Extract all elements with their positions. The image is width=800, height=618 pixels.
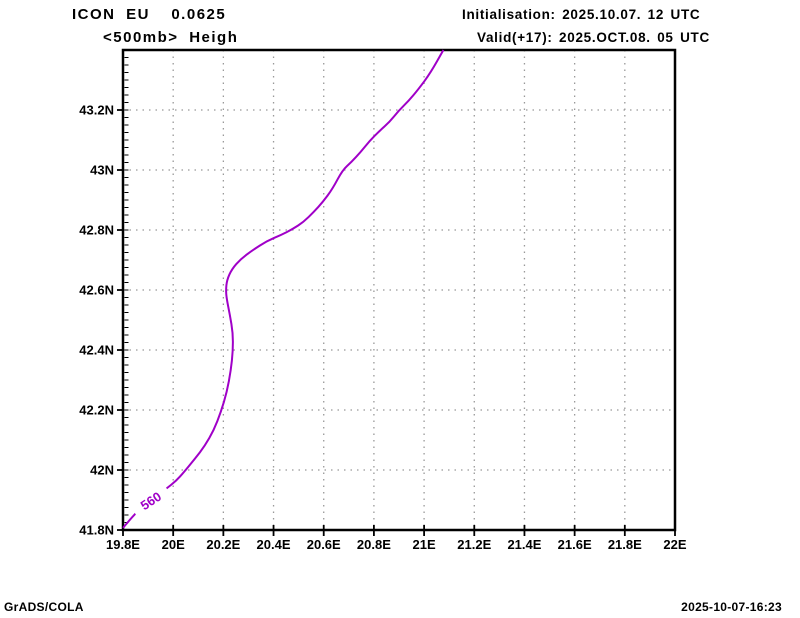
grid-lines [123,50,675,530]
y-tick-label: 41.8N [79,523,114,538]
initialisation-time: Initialisation: 2025.10.07. 12 UTC [462,7,701,22]
y-tick-label: 42.6N [79,283,114,298]
y-tick-label: 43.2N [79,103,114,118]
contour-value-label: 560 [129,482,172,519]
x-tick-label: 21E [413,537,436,552]
x-tick-label: 21.6E [558,537,592,552]
creation-timestamp: 2025-10-07-16:23 [681,600,782,614]
major-ticks [117,109,676,536]
x-tick-label: 21.2E [457,537,491,552]
tick-labels: 19.8E 20E 20.2E 20.4E 20.6E 20.8E 21E 21.2E 21.4… [79,103,687,553]
x-tick-label: 22E [663,537,686,552]
y-minor-ticks [124,57,129,523]
y-tick-label: 42.2N [79,403,114,418]
x-tick-label: 20.8E [357,537,391,552]
x-tick-label: 20.4E [257,537,291,552]
x-tick-label: 20.2E [206,537,240,552]
y-tick-label: 42.4N [79,343,114,358]
model-title: ICON EU 0.0625 [72,6,227,23]
x-tick-label: 20.6E [307,537,341,552]
field-title: <500mb> Heigh [103,29,239,46]
y-tick-label: 42.8N [79,223,114,238]
valid-time: Valid(+17): 2025.OCT.08. 05 UTC [477,30,710,45]
height-contour-560 [122,49,445,529]
x-tick-label: 19.8E [106,537,140,552]
x-tick-label: 20E [162,537,185,552]
x-tick-label: 21.8E [608,537,642,552]
grads-credit: GrADS/COLA [4,600,84,614]
y-tick-label: 43N [90,163,114,178]
y-tick-label: 42N [90,463,114,478]
x-tick-label: 21.4E [507,537,541,552]
